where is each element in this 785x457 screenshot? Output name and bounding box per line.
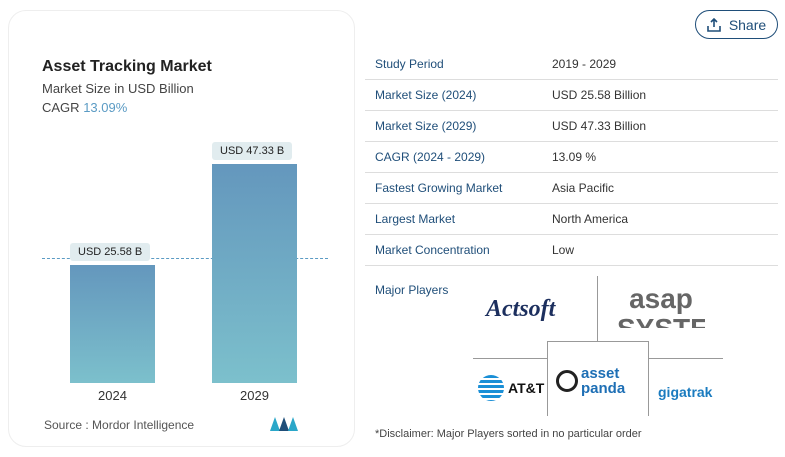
chart-title: Asset Tracking Market [42, 58, 212, 75]
cagr-value: 13.09% [83, 100, 128, 115]
row-value: 13.09 % [552, 150, 597, 164]
panda-icon [556, 370, 578, 392]
row-key: Market Size (2024) [375, 88, 477, 102]
row-key: CAGR (2024 - 2029) [375, 150, 486, 164]
source-text: Source : Mordor Intelligence [44, 418, 195, 432]
row-value: USD 25.58 Billion [552, 88, 647, 102]
cagr-label: CAGR [42, 100, 80, 115]
table-row: CAGR (2024 - 2029) 13.09 % [365, 142, 778, 173]
table-row: Market Size (2029) USD 47.33 Billion [365, 111, 778, 142]
table-row: Fastest Growing Market Asia Pacific [365, 173, 778, 204]
row-value: 2019 - 2029 [552, 57, 617, 71]
share-button[interactable]: Share [695, 10, 778, 39]
player-logo-gigatrak: gigatrak [658, 384, 713, 400]
row-key: Market Concentration [375, 243, 490, 257]
reference-line [42, 258, 328, 259]
row-value: Low [552, 243, 575, 257]
row-value: North America [552, 212, 629, 226]
chart-subtitle: Market Size in USD Billion [42, 81, 194, 96]
att-globe-icon [478, 375, 504, 401]
bar-2029 [212, 164, 297, 383]
share-icon [707, 17, 721, 32]
bar-2024 [70, 264, 155, 383]
table-row: Largest Market North America [365, 204, 778, 235]
row-key: Fastest Growing Market [375, 181, 503, 195]
assetpanda-text: asset panda [581, 365, 626, 397]
row-key: Study Period [375, 57, 444, 71]
disclaimer: *Disclaimer: Major Players sorted in no … [375, 428, 642, 440]
row-key: Market Size (2029) [375, 119, 477, 133]
chart-card [8, 10, 355, 447]
bar-data-label: USD 47.33 B [212, 142, 293, 161]
row-value: Asia Pacific [552, 181, 615, 195]
share-label: Share [728, 16, 767, 33]
table-row: Market Size (2024) USD 25.58 Billion [365, 80, 778, 111]
player-logo-att: AT&T [478, 375, 544, 401]
table-row: Study Period 2019 - 2029 [365, 49, 778, 80]
major-players-label: Major Players [375, 283, 449, 297]
table-row: Market Concentration Low [365, 235, 778, 266]
x-tick-label: 2024 [98, 388, 127, 403]
x-tick-label: 2029 [240, 388, 269, 403]
player-logo-asap: asap SYSTEMS [617, 284, 705, 328]
chart-cagr: CAGR 13.09% [42, 100, 127, 115]
bar-data-label: USD 25.58 B [70, 242, 151, 261]
row-value: USD 47.33 Billion [552, 119, 647, 133]
mordor-logo-icon [270, 417, 298, 431]
att-text: AT&T [508, 380, 545, 396]
row-key: Largest Market [375, 212, 456, 226]
player-logo-actsoft: Actsoft [486, 296, 556, 322]
asap-text: asap SYSTEMS [617, 284, 705, 328]
player-logo-assetpanda: asset panda [556, 366, 641, 396]
